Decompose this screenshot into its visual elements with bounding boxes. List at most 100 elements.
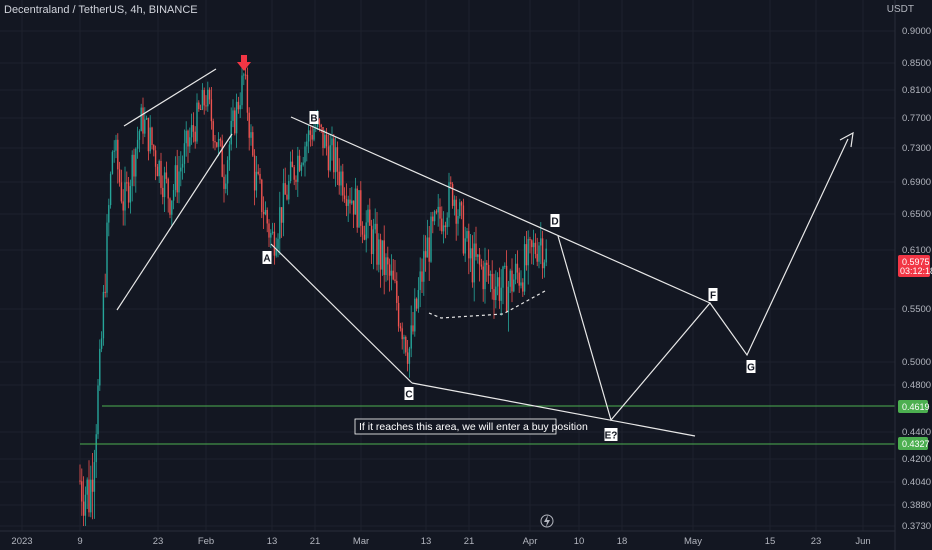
candle-body <box>504 265 506 267</box>
time-tick-label: 21 <box>310 536 321 547</box>
candle-body <box>522 282 524 292</box>
candle-body <box>117 139 119 170</box>
annotation-box[interactable]: If it reaches this area, we will enter a… <box>354 418 588 435</box>
candle-body <box>408 348 411 364</box>
wave-label: D <box>551 217 558 228</box>
candle-body <box>183 143 186 164</box>
candle-body <box>460 202 463 206</box>
candle-body <box>135 148 137 177</box>
candle-body <box>351 200 353 204</box>
price-tick-label: 0.8100 <box>902 85 931 96</box>
candle-body <box>441 218 443 232</box>
candle-body <box>451 184 454 206</box>
candle-body <box>482 266 484 290</box>
support-badge-lower: 0.4327 <box>898 437 930 450</box>
candle-body <box>475 243 477 257</box>
candle-body <box>450 182 452 185</box>
candle-body <box>417 289 420 309</box>
candle-body <box>203 90 205 106</box>
candle-body <box>388 264 391 276</box>
candle-body <box>79 480 81 482</box>
wave-labels[interactable]: A B C D E? F G <box>262 111 756 442</box>
lightning-icon[interactable] <box>540 514 554 528</box>
candle-body <box>343 195 346 200</box>
price-tick-label: 0.4800 <box>902 380 931 391</box>
candle-body <box>289 161 292 182</box>
candle-body <box>435 211 438 213</box>
candle-body <box>444 225 447 228</box>
candle-body <box>144 119 146 134</box>
trend-drawings[interactable] <box>116 68 854 437</box>
candle-body <box>106 222 108 293</box>
candle-body <box>518 272 520 286</box>
candle-body <box>270 233 272 238</box>
candle-body <box>478 254 481 265</box>
candle-body <box>266 209 268 224</box>
candle-body <box>280 207 283 223</box>
candle-body <box>133 154 135 177</box>
support-value-upper: 0.4619 <box>902 402 930 412</box>
candle-body <box>158 160 160 177</box>
price-tick-label: 0.7300 <box>902 143 931 154</box>
candle-body <box>169 198 171 215</box>
candle-body <box>500 287 502 301</box>
candle-body <box>527 238 529 266</box>
candle-body <box>261 179 263 212</box>
candle-body <box>424 251 427 258</box>
candle-body <box>428 237 430 262</box>
candle-body <box>124 182 126 211</box>
candle-body <box>516 263 519 273</box>
candle-body <box>403 336 405 340</box>
candle-body <box>257 171 259 174</box>
candle-body <box>234 110 236 134</box>
candle-body <box>216 142 218 147</box>
candle-body <box>167 178 169 199</box>
price-tick-label: 0.5500 <box>902 304 931 315</box>
candle-body <box>378 239 380 265</box>
annotation-text: If it reaches this area, we will enter a… <box>359 421 588 433</box>
candle-body <box>160 160 162 188</box>
wave-label-box <box>746 360 756 373</box>
price-tick-label: 0.3730 <box>902 521 931 532</box>
wave-label-box <box>708 288 718 301</box>
candle-body <box>356 188 358 228</box>
candle-body <box>491 274 493 290</box>
candle-body <box>108 205 110 223</box>
current-price-value: 0.5975 <box>902 257 930 267</box>
time-tick-label: 23 <box>811 536 822 547</box>
candle-body <box>82 501 85 516</box>
time-tick-label: Jun <box>855 536 870 547</box>
support-badge-upper: 0.4619 <box>898 400 930 413</box>
candle-body <box>225 183 227 189</box>
projection-path <box>557 138 849 422</box>
candle-body <box>293 167 295 180</box>
candle-body <box>253 155 256 191</box>
candle-body <box>248 112 250 138</box>
candle-body <box>118 169 121 183</box>
candle-body <box>489 274 492 276</box>
candle-body <box>90 479 92 513</box>
candle-body <box>165 172 168 179</box>
candle-body <box>156 166 159 177</box>
wave-label-box <box>550 214 560 227</box>
candle-body <box>259 173 261 180</box>
candle-body <box>194 131 196 142</box>
candle-body <box>214 141 216 143</box>
down-arrow-marker[interactable] <box>237 55 251 71</box>
candle-body <box>288 181 290 200</box>
candle-body <box>453 199 456 206</box>
wave-label: G <box>747 363 755 374</box>
candle-body <box>192 125 195 132</box>
candle-body <box>91 479 94 492</box>
candle-body <box>419 271 421 290</box>
wedge-upper-line <box>290 116 711 304</box>
candle-body <box>88 479 90 513</box>
wave-label: C <box>405 390 412 401</box>
candle-body <box>86 479 88 495</box>
candle-body <box>99 348 101 386</box>
candle-body <box>181 163 184 168</box>
candle-body <box>217 138 220 147</box>
candle-body <box>543 262 546 269</box>
candle-body <box>207 89 209 107</box>
